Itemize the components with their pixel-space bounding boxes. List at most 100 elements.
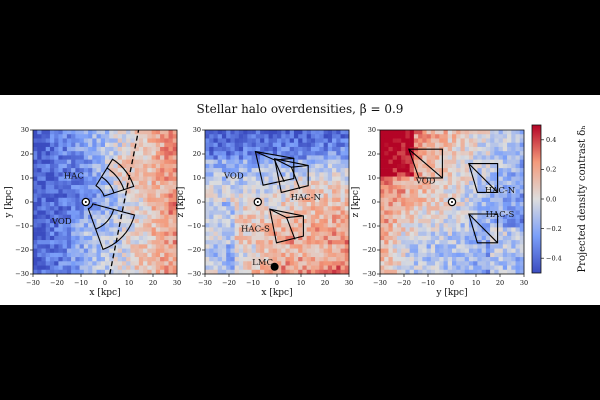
heatmap-cell: [452, 252, 457, 258]
heatmap-cell: [49, 240, 55, 245]
heatmap-cell: [96, 180, 102, 186]
heatmap-cell: [277, 223, 282, 228]
heatmap-cell: [405, 176, 410, 182]
annotation-hac-n: HAC-N: [485, 186, 516, 196]
heatmap-cell: [217, 235, 223, 241]
heatmap-cell: [92, 218, 97, 224]
heatmap-cell: [205, 269, 210, 275]
heatmap-cell: [109, 168, 114, 173]
heatmap-cell: [392, 159, 398, 165]
heatmap-cell: [277, 197, 282, 203]
heatmap-cell: [289, 185, 295, 190]
heatmap-cell: [464, 214, 470, 220]
heatmap-cell: [413, 134, 419, 139]
heatmap-cell: [58, 269, 63, 275]
heatmap-cell: [392, 210, 398, 216]
heatmap-cell: [213, 159, 219, 165]
heatmap-cell: [217, 193, 223, 199]
heatmap-cell: [310, 240, 316, 245]
heatmap-cell: [315, 172, 320, 177]
heatmap-cell: [49, 202, 55, 207]
heatmap-cell: [117, 189, 123, 194]
heatmap-cell: [243, 185, 248, 190]
heatmap-cell: [306, 146, 312, 152]
heatmap-cell: [205, 193, 210, 199]
heatmap-cell: [443, 261, 449, 266]
heatmap-cell: [515, 210, 521, 216]
heatmap-cell: [121, 223, 127, 228]
heatmap-cell: [336, 206, 341, 211]
heatmap-cell: [323, 185, 329, 190]
heatmap-cell: [490, 223, 495, 228]
heatmap-cell: [96, 130, 102, 135]
heatmap-cell: [58, 227, 63, 232]
heatmap-cell: [490, 130, 495, 135]
heatmap-cell: [79, 138, 85, 144]
heatmap-cell: [217, 248, 223, 254]
heatmap-cell: [392, 202, 398, 207]
heatmap-cell: [460, 269, 466, 275]
y-tick-label: −10: [362, 222, 376, 230]
y-tick-label: 0: [25, 198, 29, 206]
heatmap-cell: [58, 163, 63, 169]
heatmap-cell: [37, 138, 42, 144]
heatmap-cell: [109, 176, 114, 182]
heatmap-cell: [498, 248, 504, 254]
heatmap-cell: [226, 223, 231, 228]
heatmap-cell: [392, 244, 398, 249]
heatmap-cell: [37, 269, 42, 275]
heatmap-cell: [164, 172, 169, 177]
heatmap-cell: [117, 231, 123, 237]
heatmap-cell: [302, 261, 307, 266]
heatmap-cell: [230, 151, 235, 156]
heatmap-cell: [430, 202, 436, 207]
heatmap-cell: [172, 223, 178, 228]
heatmap-cell: [392, 151, 398, 156]
heatmap-cell: [247, 265, 252, 271]
heatmap-cell: [121, 151, 127, 156]
heatmap-cell: [344, 252, 350, 258]
heatmap-cell: [168, 151, 174, 156]
heatmap-cell: [464, 180, 470, 186]
heatmap-cell: [66, 138, 72, 144]
heatmap-cell: [490, 269, 495, 275]
heatmap-cell: [401, 151, 406, 156]
heatmap-cell: [209, 134, 214, 139]
heatmap-cell: [247, 210, 252, 216]
heatmap-cell: [384, 248, 389, 254]
heatmap-cell: [327, 168, 333, 173]
heatmap-cell: [460, 176, 466, 182]
heatmap-cell: [75, 218, 80, 224]
heatmap-cell: [473, 163, 478, 169]
heatmap-cell: [426, 172, 432, 177]
heatmap-cell: [164, 218, 169, 224]
heatmap-cell: [319, 180, 324, 186]
heatmap-cell: [490, 163, 495, 169]
heatmap-cell: [121, 134, 127, 139]
colorbar-gradient: [531, 124, 542, 274]
heatmap-cell: [507, 168, 512, 173]
heatmap-cell: [511, 142, 516, 148]
heatmap-cell: [519, 138, 525, 144]
heatmap-cell: [323, 223, 329, 228]
heatmap-cell: [490, 159, 495, 165]
heatmap-cell: [490, 257, 495, 262]
heatmap-cell: [452, 214, 457, 220]
heatmap-cell: [490, 155, 495, 160]
heatmap-cell: [456, 134, 461, 139]
heatmap-cell: [401, 244, 406, 249]
heatmap-cell: [281, 240, 286, 245]
heatmap-cell: [323, 218, 329, 224]
heatmap-cell: [396, 244, 402, 249]
heatmap-cell: [340, 130, 346, 135]
heatmap-cell: [494, 155, 499, 160]
heatmap-cell: [409, 252, 415, 258]
heatmap-cell: [481, 172, 487, 177]
heatmap-cell: [151, 163, 157, 169]
heatmap-cell: [105, 248, 110, 254]
heatmap-cell: [413, 240, 419, 245]
heatmap-cell: [255, 193, 261, 199]
heatmap-cell: [502, 231, 508, 237]
heatmap-cell: [384, 176, 389, 182]
heatmap-cell: [439, 185, 444, 190]
